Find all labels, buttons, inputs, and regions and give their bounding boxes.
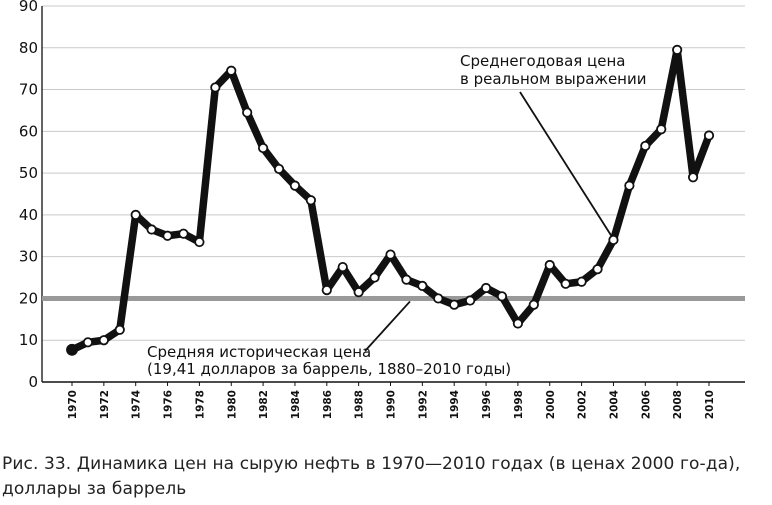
price-point: [528, 299, 539, 310]
price-point: [178, 228, 189, 239]
y-tick-label: 40: [19, 206, 38, 224]
price-point: [146, 224, 157, 235]
figure-caption: Рис. 33. Динамика цен на сырую нефть в 1…: [2, 454, 741, 499]
annotation-historical-average-text: (19,41 долларов за баррель, 1880–2010 го…: [147, 360, 511, 378]
price-point: [242, 107, 253, 118]
price-point: [337, 262, 348, 273]
price-point: [114, 324, 125, 335]
price-point: [544, 259, 555, 271]
oil-price-chart: 0 10 20 30 40 50 60 70 80 90 1970 1972 1974 1976 1978…: [19, 0, 745, 419]
annotation-real-price-text: Среднегодовая цена: [460, 52, 626, 70]
x-tick-label: 1998: [513, 390, 525, 419]
x-tick-label: 2010: [704, 390, 716, 419]
price-point: [162, 230, 173, 241]
price-point: [401, 274, 412, 285]
price-point: [560, 278, 571, 289]
y-axis: 0 10 20 30 40 50 60 70 80 90: [19, 0, 43, 391]
price-point: [449, 299, 460, 310]
x-tick-label: 1990: [386, 390, 398, 419]
price-point: [305, 195, 316, 206]
y-tick-label: 90: [19, 0, 38, 15]
price-point: [385, 249, 396, 260]
price-point: [417, 280, 428, 292]
y-tick-label: 80: [19, 39, 38, 57]
x-tick-label: 1984: [290, 390, 302, 419]
annotation-real-price-text: в реальном выражении: [460, 70, 647, 88]
annotation-real-price-pointer: [519, 91, 613, 237]
price-point: [194, 236, 205, 248]
price-point: [98, 335, 109, 346]
price-point: [257, 142, 269, 154]
y-tick-label: 50: [19, 164, 38, 182]
price-point: [480, 282, 492, 294]
price-point: [82, 337, 94, 348]
y-tick-label: 10: [19, 331, 38, 349]
x-tick-label: 2006: [640, 390, 652, 419]
x-tick-label: 1996: [481, 390, 493, 419]
price-point: [433, 293, 444, 304]
x-tick-label: 1982: [258, 390, 270, 419]
x-tick-label: 2004: [608, 390, 620, 419]
annotation-historical-average-pointer: [364, 300, 411, 352]
x-tick-label: 1978: [194, 390, 206, 419]
annotation-historical-average-text: Средняя историческая цена: [147, 343, 371, 361]
x-tick-label: 1970: [67, 390, 79, 419]
x-tick-label: 1980: [226, 390, 238, 419]
y-tick-label: 20: [19, 289, 38, 307]
price-point: [592, 264, 603, 275]
price-point: [353, 287, 364, 298]
grid-lines: [42, 5, 745, 341]
price-point: [210, 82, 221, 93]
x-tick-label: 1992: [417, 390, 429, 419]
price-point: [321, 284, 332, 296]
x-tick-label: 1974: [131, 390, 143, 419]
price-point: [656, 124, 667, 135]
y-tick-label: 0: [28, 373, 38, 391]
price-point: [512, 318, 524, 329]
x-tick-label: 1988: [354, 390, 366, 419]
price-point: [608, 234, 619, 246]
price-point: [66, 343, 78, 356]
price-point: [672, 44, 683, 55]
x-axis: 1970 1972 1974 1976 1978 1980 1982 1984 1986 1988…: [42, 381, 745, 419]
price-point: [273, 163, 285, 175]
x-tick-label: 2002: [577, 390, 589, 419]
price-point: [369, 272, 380, 283]
price-line: [68, 46, 713, 354]
price-point: [289, 180, 301, 191]
x-tick-label: 1994: [449, 390, 461, 419]
price-point: [130, 209, 141, 220]
x-tick-label: 2000: [545, 390, 557, 419]
x-tick-label: 1986: [322, 390, 334, 419]
y-tick-label: 60: [19, 122, 38, 140]
y-tick-label: 70: [19, 81, 38, 99]
price-point: [624, 180, 635, 191]
price-point: [687, 172, 699, 183]
price-point: [465, 295, 476, 306]
x-tick-label: 2008: [672, 390, 684, 419]
x-tick-label: 1972: [99, 390, 111, 419]
price-point: [576, 276, 587, 287]
price-series: [66, 44, 715, 356]
price-point: [640, 140, 651, 152]
y-tick-label: 30: [19, 248, 38, 266]
price-point: [496, 291, 508, 302]
price-point: [703, 130, 715, 141]
x-tick-label: 1976: [163, 390, 175, 419]
price-point: [226, 65, 237, 76]
